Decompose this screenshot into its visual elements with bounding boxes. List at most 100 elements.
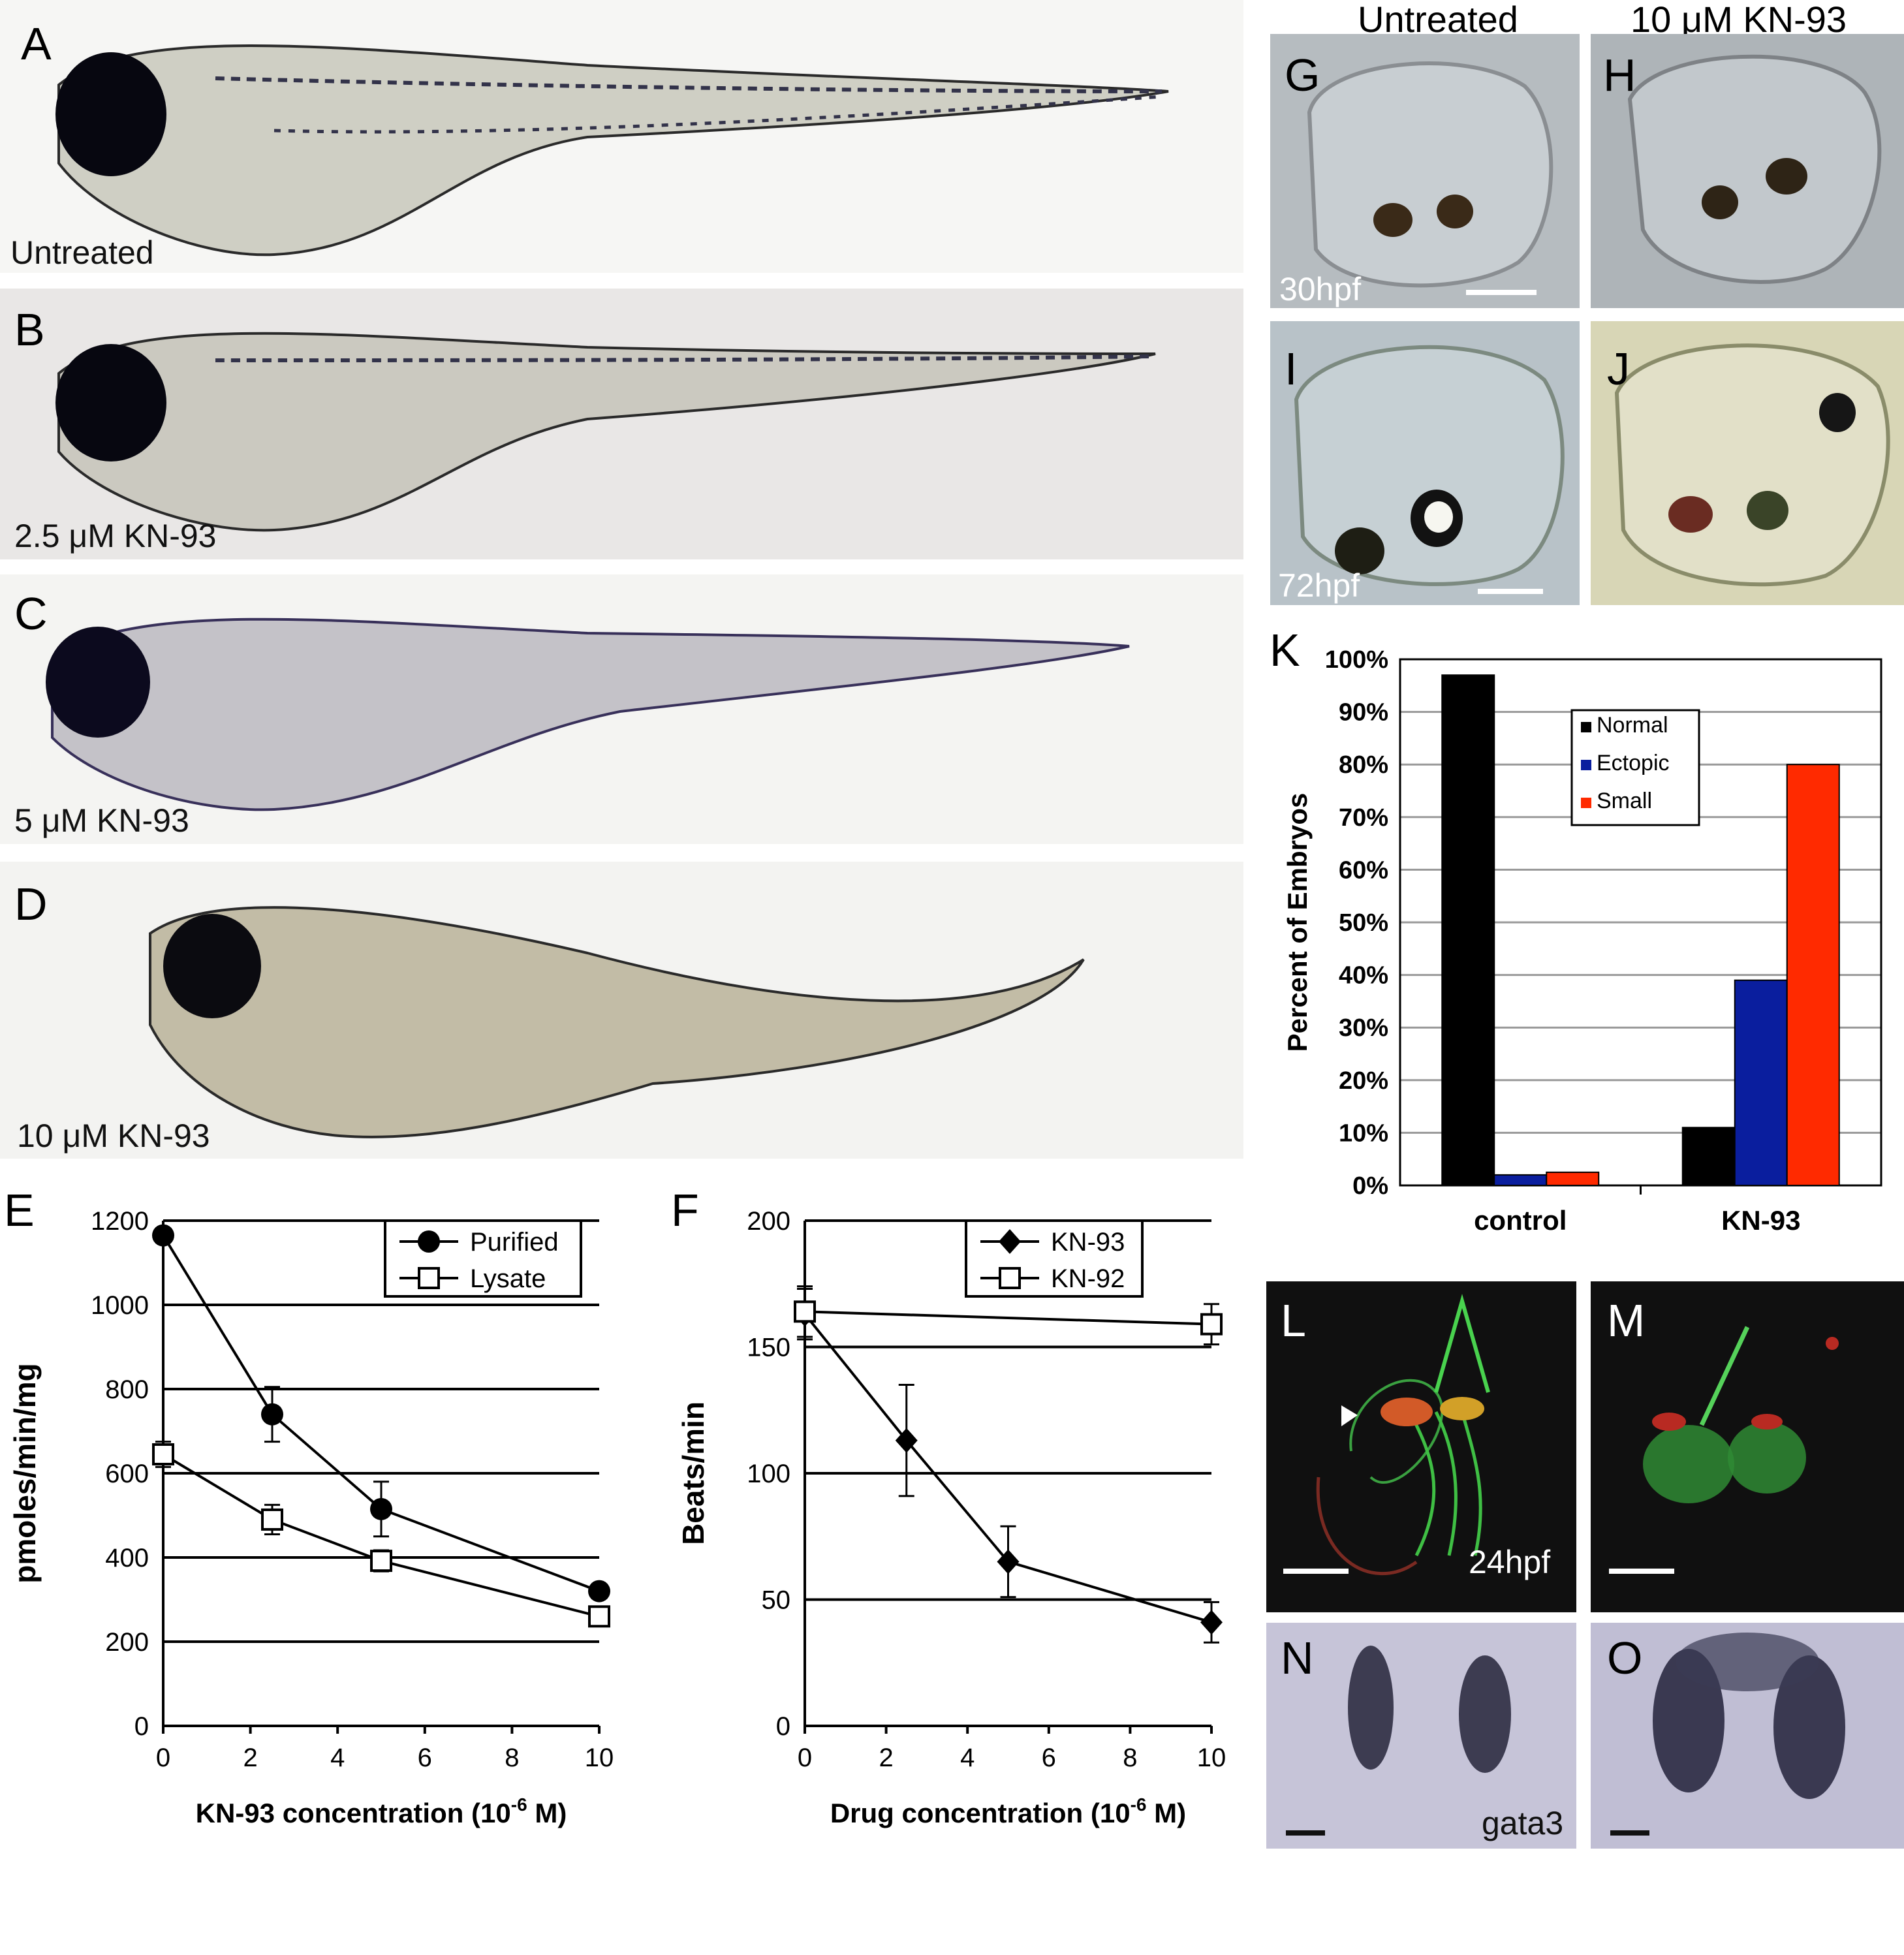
panel-caption-l: 24hpf xyxy=(1469,1544,1551,1580)
y-tick-label: 40% xyxy=(1339,962,1388,990)
fluorescence-image-m-svg xyxy=(1609,1326,1839,1574)
fluorescence-micrograph-l xyxy=(1266,1281,1576,1612)
panel-caption-c: 5 μM KN-93 xyxy=(14,802,189,839)
series-line-kn-92 xyxy=(804,1310,1212,1326)
panel-letter-m: M xyxy=(1607,1295,1646,1346)
panel-letter-a: A xyxy=(21,18,52,69)
y-tick-label: 800 xyxy=(105,1375,149,1404)
larva-panel-d xyxy=(0,862,1243,1159)
legend-box xyxy=(965,1219,1144,1298)
data-point-purified xyxy=(588,1580,610,1603)
x-tick-label: 4 xyxy=(960,1744,975,1772)
bar-ectopic xyxy=(1493,1174,1548,1187)
larva-panel-c xyxy=(0,574,1243,844)
y-tick-label: 100% xyxy=(1325,646,1388,674)
larva-image-b xyxy=(55,332,1156,532)
data-point-lysate xyxy=(370,1550,392,1572)
otic-image-h xyxy=(1627,54,1882,284)
legend-label-kn-93: KN-93 xyxy=(1051,1228,1125,1257)
bar-normal xyxy=(1681,1127,1736,1187)
x-axis-label: Drug concentration (10-6 M) xyxy=(830,1794,1186,1828)
panel-letter-b: B xyxy=(14,304,45,355)
data-point-kn-92 xyxy=(1200,1313,1223,1336)
legend-label-small: Small xyxy=(1597,789,1652,813)
larva-image-d xyxy=(149,906,1085,1138)
y-axis-label: Beats/min xyxy=(676,1401,710,1545)
data-point-lysate xyxy=(588,1605,610,1628)
panel-caption-n: gata3 xyxy=(1482,1805,1564,1841)
x-tick-label: control xyxy=(1474,1205,1567,1236)
y-tick-label: 50% xyxy=(1339,909,1388,937)
y-tick-label: 0 xyxy=(776,1712,790,1741)
panel-letter-k: K xyxy=(1270,625,1300,676)
larva-image-a xyxy=(55,44,1169,257)
panel-letter-d: D xyxy=(14,879,48,930)
y-tick-label: 50 xyxy=(762,1586,791,1615)
fluorescence-micrograph-m xyxy=(1591,1281,1904,1612)
insitu-panel-n xyxy=(1266,1623,1576,1849)
y-tick-label: 90% xyxy=(1339,699,1388,727)
y-tick-label: 70% xyxy=(1339,804,1388,832)
otic-panel-j xyxy=(1591,321,1904,605)
panel-letter-n: N xyxy=(1281,1633,1314,1683)
y-tick-label: 30% xyxy=(1339,1014,1388,1042)
bar-small xyxy=(1546,1171,1600,1186)
fluorescence-image-l-svg xyxy=(1283,1294,1490,1576)
data-point-lysate xyxy=(152,1443,174,1465)
data-point-kn-92 xyxy=(794,1300,816,1323)
panel-caption-b: 2.5 μM KN-93 xyxy=(14,518,217,554)
larva-panel-a xyxy=(0,0,1243,273)
panel-letter-j: J xyxy=(1607,343,1630,394)
y-tick-label: 200 xyxy=(105,1628,149,1657)
panel-letter-e: E xyxy=(4,1185,35,1236)
chart-e: E 0 200 400 600 800 1000 1200 0 2 4 6 8 10 Purified Ly… xyxy=(4,1185,614,1828)
data-point-lysate xyxy=(261,1508,283,1531)
y-tick-label: 1000 xyxy=(91,1291,149,1320)
data-point-kn-93 xyxy=(1200,1610,1223,1635)
legend-swatch-small xyxy=(1581,798,1591,808)
legend-marker-kn-93 xyxy=(999,1229,1021,1254)
insitu-panel-o xyxy=(1591,1623,1904,1849)
x-tick-label: 2 xyxy=(243,1744,257,1772)
data-point-kn-93 xyxy=(895,1428,918,1453)
x-tick-label: 0 xyxy=(156,1744,170,1772)
x-tick-label: 6 xyxy=(418,1744,432,1772)
y-tick-label: 400 xyxy=(105,1544,149,1572)
panel-caption-a: Untreated xyxy=(10,234,154,271)
panel-letter-i: I xyxy=(1285,343,1298,394)
otic-image-i xyxy=(1294,345,1565,594)
otic-panel-i xyxy=(1270,321,1580,605)
legend-label-lysate: Lysate xyxy=(470,1264,546,1293)
legend-marker-purified xyxy=(418,1230,440,1253)
insitu-image-o xyxy=(1610,1633,1845,1836)
panel-letter-l: L xyxy=(1281,1295,1306,1346)
bar-normal xyxy=(1441,674,1495,1187)
y-axis-label: pmoles/min/mg xyxy=(8,1363,42,1583)
chart-f: F 0 50 100 150 200 0 2 4 6 8 10 KN-93 KN-92 Drug conc… xyxy=(671,1185,1226,1828)
data-point-purified xyxy=(370,1497,392,1520)
y-tick-label: 200 xyxy=(747,1207,790,1236)
y-tick-label: 0% xyxy=(1352,1172,1388,1200)
x-tick-label: 0 xyxy=(798,1744,812,1772)
x-tick-label: 6 xyxy=(1042,1744,1056,1772)
larva-panel-b xyxy=(0,289,1243,559)
panel-letter-o: O xyxy=(1607,1633,1643,1683)
legend-label-ectopic: Ectopic xyxy=(1597,751,1670,775)
panel-letter-c: C xyxy=(14,588,48,639)
legend-label-normal: Normal xyxy=(1597,713,1668,738)
legend-marker-kn-92 xyxy=(999,1267,1021,1289)
bar-ectopic xyxy=(1734,979,1788,1186)
y-tick-label: 100 xyxy=(747,1460,790,1488)
bar-small xyxy=(1786,764,1840,1186)
y-tick-label: 10% xyxy=(1339,1119,1388,1147)
x-tick-label: 4 xyxy=(330,1744,345,1772)
y-tick-label: 0 xyxy=(134,1712,149,1741)
chart-k: K 0% 10% 20% 30% 40% 50% 60% 70% 80% 90% 100% contr… xyxy=(1270,625,1882,1236)
series-line-purified xyxy=(162,1234,600,1593)
panel-letter-g: G xyxy=(1285,50,1320,101)
x-tick-label: 10 xyxy=(585,1744,614,1772)
data-point-kn-93 xyxy=(997,1549,1020,1574)
x-axis-label: KN-93 concentration (10-6 M) xyxy=(196,1794,567,1828)
y-tick-label: 1200 xyxy=(91,1207,149,1236)
legend-swatch-ectopic xyxy=(1581,760,1591,770)
